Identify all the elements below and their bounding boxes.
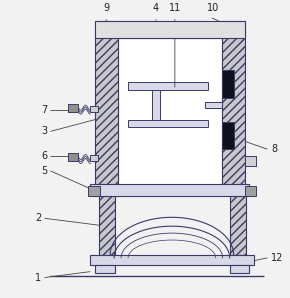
Bar	[88, 186, 100, 195]
Bar	[99, 195, 115, 255]
Bar	[205, 102, 222, 108]
Bar	[90, 106, 98, 112]
Bar	[230, 265, 249, 273]
Bar	[95, 21, 118, 191]
Bar	[222, 21, 244, 191]
Bar	[90, 255, 254, 265]
Bar	[118, 38, 222, 186]
Text: 9: 9	[103, 3, 109, 13]
Text: 7: 7	[41, 105, 48, 115]
Text: 2: 2	[35, 213, 42, 223]
Bar	[90, 155, 98, 161]
Bar	[128, 119, 208, 128]
Text: 11: 11	[169, 3, 181, 13]
Bar	[68, 104, 78, 112]
Bar	[152, 90, 160, 119]
Bar	[222, 122, 233, 149]
Text: 4: 4	[153, 3, 159, 13]
Bar	[222, 70, 233, 98]
Bar	[230, 195, 246, 255]
Text: 1: 1	[35, 273, 41, 283]
Bar	[95, 265, 115, 273]
Text: 6: 6	[41, 151, 48, 161]
Text: 5: 5	[41, 166, 48, 176]
Bar	[244, 156, 256, 166]
Bar	[128, 82, 208, 90]
Text: 8: 8	[271, 144, 278, 154]
Text: 10: 10	[206, 3, 219, 13]
Bar	[68, 153, 78, 161]
Bar	[95, 21, 244, 38]
Bar	[244, 186, 256, 195]
Text: 3: 3	[41, 126, 48, 136]
Text: 12: 12	[271, 253, 284, 263]
Bar	[90, 184, 249, 195]
